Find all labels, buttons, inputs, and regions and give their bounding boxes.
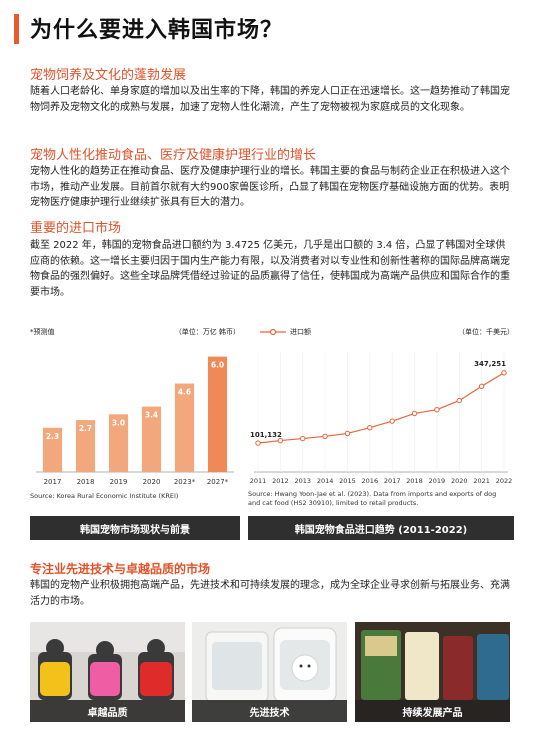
line-x-tick: 2018 — [406, 477, 423, 485]
bottom-body: 韩国的宠物产业积极拥抱高端产品，先进技术和可持续发展的理念，成为全球企业寻求创新… — [30, 580, 510, 607]
line-chart-source: Source: Hwang Yoon-Jae et al. (2023). Da… — [248, 490, 497, 507]
pet-food-shelf-photo: 持续发展产品 — [355, 622, 510, 722]
line-chart-imports: 进口额 （单位：千美元） 2011 2012 2013 2014 2015 2016 201… — [248, 322, 514, 518]
section-heading-pet-culture: 宠物饲养及文化的蓬勃发展 — [30, 68, 187, 83]
line-point-2013 — [300, 435, 306, 442]
bar-value-label: 6.0 — [211, 361, 224, 370]
bar-chart-unit: （单位：万亿 韩币） — [174, 328, 240, 336]
section-body-industry-growth: 宠物人性化的趋势正在推动食品、医疗及健康护理行业的增长。韩国主要的食品与制药企业… — [30, 166, 510, 208]
line-point-2011 — [255, 440, 261, 446]
section-heading-industry-growth: 宠物人性化推动食品、医疗及健康护理行业的增长 — [30, 148, 317, 163]
bar-chart-caption: 韩国宠物市场现状与前景 — [30, 516, 240, 540]
bar-value-label: 3.0 — [112, 418, 125, 427]
line-x-tick: 2016 — [362, 477, 379, 485]
line-x-tick: 2017 — [384, 477, 401, 485]
line-x-tick: 2015 — [339, 477, 356, 485]
bar-value-label: 4.6 — [178, 388, 191, 397]
bar-2023* — [174, 383, 195, 472]
photo-label-technology: 先进技术 — [192, 700, 347, 722]
line-x-tick: 2012 — [272, 477, 289, 485]
line-last-value-label: 347,251 — [474, 360, 506, 368]
photo-label-quality: 卓越品质 — [30, 700, 185, 722]
line-x-tick: 2019 — [429, 477, 446, 485]
line-x-tick: 2022 — [496, 477, 513, 485]
bar-x-tick: 2019 — [110, 478, 128, 486]
line-first-value-label: 101,132 — [250, 431, 282, 439]
line-point-2019 — [434, 407, 440, 413]
line-point-2021 — [478, 383, 485, 389]
bar-2019 — [108, 414, 129, 472]
line-point-2017 — [389, 418, 395, 424]
section-body-import-market: 截至 2022 年，韩国的宠物食品进口额约为 3.4725 亿美元，几乎是出口额… — [30, 240, 510, 298]
bar-chart-pet-market: *预测值 （单位：万亿 韩币） 2.3 2017 2.7 2018 3.0 2019 3.4… — [30, 322, 240, 518]
bar-x-tick: 2017 — [44, 478, 62, 486]
bar-x-tick: 2018 — [77, 478, 95, 486]
bar-value-label: 2.7 — [79, 424, 92, 433]
line-point-2015 — [344, 430, 351, 437]
line-chart-unit: （单位：千美元） — [458, 328, 514, 336]
pet-clothing-photo: 卓越品质 — [30, 622, 185, 722]
bar-2018 — [75, 420, 96, 472]
bar-2027* — [207, 356, 228, 472]
bar-chart-plot: 2.3 2017 2.7 2018 3.0 2019 3.4 2020 4.6 2023* 6.0 2… — [36, 356, 234, 486]
bar-x-tick: 2027* — [207, 478, 229, 486]
bar-chart-note: *预测值 — [30, 328, 55, 336]
line-point-2018 — [411, 410, 418, 417]
bottom-heading: 专注业先进技术与卓越品质的市场 — [30, 562, 211, 576]
line-point-2012 — [277, 437, 284, 444]
line-point-2014 — [322, 433, 328, 439]
line-chart-caption: 韩国宠物食品进口趋势 (2011-2022) — [248, 516, 514, 540]
section-heading-import-market: 重要的进口市场 — [30, 221, 122, 236]
title-accent-bar — [14, 14, 19, 44]
line-x-tick: 2013 — [294, 477, 311, 485]
line-point-2016 — [367, 425, 373, 431]
line-chart-plot: 2011 2012 2013 2014 2015 2016 2017 2018 2019 2020… — [250, 352, 513, 485]
bar-2020 — [141, 406, 162, 472]
line-x-tick: 2020 — [451, 477, 468, 485]
line-x-tick: 2021 — [473, 477, 490, 485]
bar-x-tick: 2023* — [174, 478, 196, 486]
bar-chart-source: Source: Korea Rural Economic Institute (… — [30, 492, 179, 500]
line-legend-label: 进口额 — [290, 328, 311, 336]
bar-x-tick: 2020 — [143, 478, 161, 486]
bar-value-label: 2.3 — [46, 432, 59, 441]
pet-dryer-photo: 先进技术 — [192, 622, 347, 722]
line-x-tick: 2011 — [250, 477, 267, 485]
section-body-pet-culture: 随着人口老龄化、单身家庭的增加以及出生率的下降，韩国的养宠人口正在迅速增长。这一… — [30, 86, 510, 113]
line-point-2022 — [501, 370, 507, 376]
line-series — [257, 372, 505, 444]
bar-value-label: 3.4 — [145, 411, 158, 420]
bar-2017 — [42, 427, 63, 472]
line-legend-marker — [260, 328, 286, 336]
page-title: 为什么要进入韩国市场？ — [30, 18, 284, 43]
photo-label-sustainable: 持续发展产品 — [355, 700, 510, 722]
line-x-tick: 2014 — [317, 477, 334, 485]
line-point-2020 — [456, 397, 462, 404]
